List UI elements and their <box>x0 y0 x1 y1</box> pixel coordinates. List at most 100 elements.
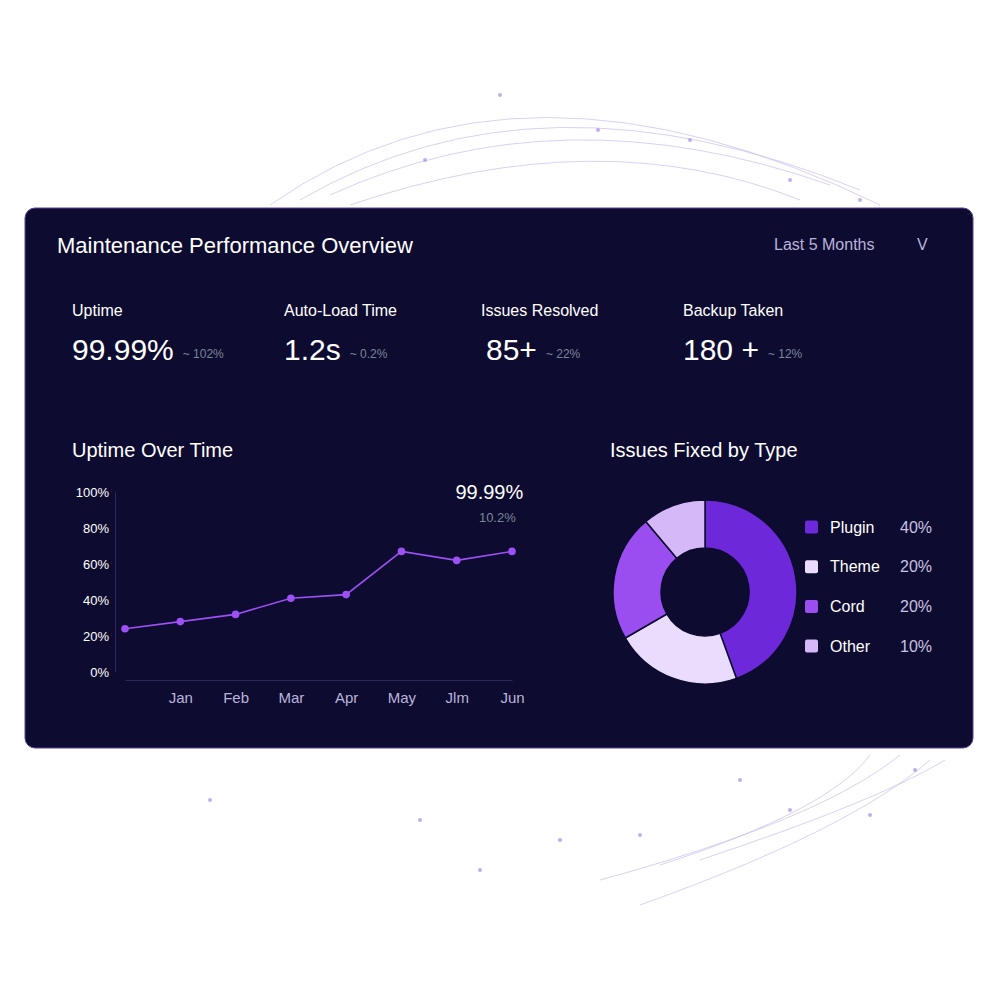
legend-item: Other 10% <box>805 638 932 655</box>
data-point <box>453 557 461 565</box>
kpi-label: Issues Resolved <box>481 302 598 319</box>
kpi-change: ~ 12% <box>768 347 803 361</box>
kpi-change: ~ 22% <box>546 347 581 361</box>
chart-title: Issues Fixed by Type <box>610 439 798 461</box>
tick: 60% <box>83 557 115 572</box>
tick: Jun <box>500 680 524 706</box>
legend-label: Theme <box>830 558 880 575</box>
decor-dot <box>208 798 212 802</box>
legend-swatch <box>805 560 818 573</box>
tick: May <box>388 680 417 706</box>
decor-arc <box>350 161 800 205</box>
decor-arc <box>640 760 930 905</box>
decor-arc <box>330 140 830 195</box>
tick: Jlm <box>446 680 469 706</box>
tick-label: Mar <box>278 689 304 706</box>
kpi-value: 99.99% <box>72 333 174 366</box>
kpi-value: 180 + <box>683 333 759 366</box>
decor-dot <box>688 138 692 142</box>
data-point <box>342 591 350 599</box>
tick: 0% <box>90 665 115 680</box>
decor-dot <box>418 818 422 822</box>
tick-label: May <box>388 689 417 706</box>
kpi: Uptime 99.99% ~ 102% <box>72 302 224 366</box>
data-point <box>398 548 406 556</box>
legend-item: Cord20% <box>805 598 932 615</box>
tick: 20% <box>83 629 115 644</box>
tick-label: 60% <box>83 557 109 572</box>
decor-dot <box>498 93 502 97</box>
decor-arc <box>700 760 945 860</box>
tick: Jan <box>169 680 193 706</box>
decor-dot <box>738 778 742 782</box>
legend-label: Other <box>830 638 871 655</box>
data-point <box>508 548 516 556</box>
data-point <box>121 625 129 633</box>
tick: 100% <box>76 485 115 500</box>
kpi: Issues Resolved 85+ ~ 22% <box>481 302 598 366</box>
data-point <box>232 611 240 619</box>
legend-value: 10% <box>900 638 932 655</box>
decor-dot <box>638 833 642 837</box>
tick-label: 40% <box>83 593 109 608</box>
tick: Apr <box>335 680 358 706</box>
decor-dot <box>913 768 917 772</box>
axis-line <box>115 493 116 673</box>
kpi-value: 85+ <box>486 333 537 366</box>
annotation: 99.99% <box>455 481 523 503</box>
kpi: Auto-Load Time 1.2s ~ 0.2% <box>284 302 397 366</box>
kpi: Backup Taken180 +~ 12% <box>683 302 803 366</box>
kpi-change: ~ 102% <box>183 347 224 361</box>
legend-value: 20% <box>900 598 932 615</box>
kpi-label: Uptime <box>72 302 123 319</box>
axis-line <box>126 680 513 681</box>
legend-value: 20% <box>900 558 932 575</box>
decor-dot <box>478 868 482 872</box>
period-select[interactable]: Last 5 Months <box>774 236 875 253</box>
annotation: 10.2% <box>479 510 516 525</box>
tick-label: 80% <box>83 521 109 536</box>
legend-label: Plugin <box>830 519 874 536</box>
legend-item: Plugin 40% <box>805 519 932 536</box>
x-axis: Jan Feb Mar Apr May Jlm Jun <box>126 680 525 706</box>
decor-dot <box>596 128 600 132</box>
tick-label: 100% <box>76 485 110 500</box>
donut <box>613 500 797 684</box>
tick: 40% <box>83 593 115 608</box>
tick-label: Apr <box>335 689 358 706</box>
kpi-change: ~ 0.2% <box>350 347 388 361</box>
chart-title: Uptime Over Time <box>72 439 233 461</box>
canvas: Maintenance Performance Overview Last 5 M… <box>0 0 1000 1000</box>
decor-dot <box>558 838 562 842</box>
decor-dot <box>858 198 862 202</box>
decor-dot <box>788 178 792 182</box>
plot-area <box>121 548 516 633</box>
panel <box>25 208 973 748</box>
tick: Mar <box>278 680 304 706</box>
decor-dot <box>423 158 427 162</box>
tick-label: Jlm <box>446 689 469 706</box>
tick-label: 20% <box>83 629 109 644</box>
legend: Plugin40%Theme20%Cord20%Other10% <box>805 519 932 655</box>
legend-swatch <box>805 521 818 534</box>
tick-label: Jan <box>169 689 193 706</box>
tick-label: Feb <box>223 689 249 706</box>
data-point <box>176 618 184 626</box>
dropdown-icon[interactable]: V <box>917 236 928 253</box>
tick-label: Jun <box>500 689 524 706</box>
data-line <box>125 551 512 628</box>
decor-arc <box>600 755 900 880</box>
legend-item: Theme 20% <box>805 558 932 575</box>
decor-arc <box>270 118 880 206</box>
tick: Feb <box>223 680 249 706</box>
legend-value: 40% <box>900 519 932 536</box>
kpi-label: Auto-Load Time <box>284 302 397 319</box>
decor-arc <box>300 127 860 200</box>
data-point <box>287 594 295 602</box>
y-axis: 0% 20% 40% 60% 80% 100% <box>76 485 116 680</box>
decor-dot <box>868 813 872 817</box>
legend-swatch <box>805 640 818 653</box>
kpi-value: 1.2s <box>284 333 341 366</box>
panel-title: Maintenance Performance Overview <box>57 233 413 258</box>
tick-label: 0% <box>90 665 109 680</box>
